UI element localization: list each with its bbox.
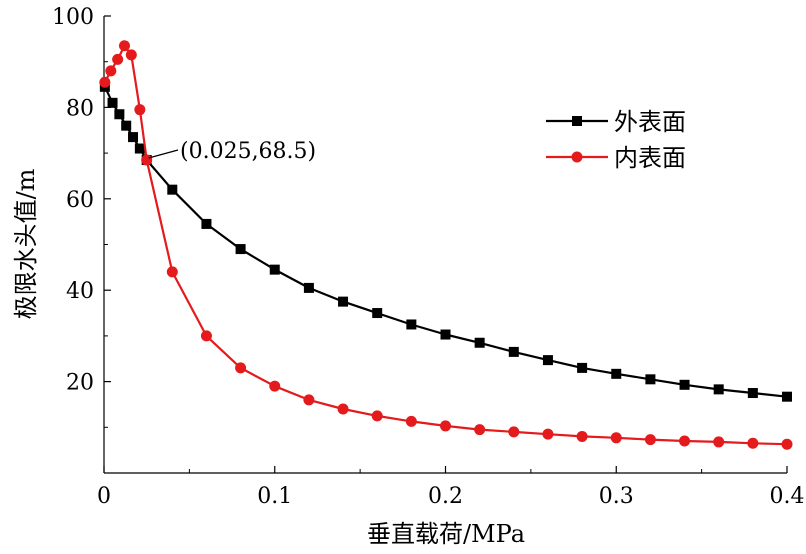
data-point bbox=[125, 49, 137, 61]
data-point bbox=[134, 143, 145, 154]
data-point bbox=[107, 97, 118, 108]
data-point bbox=[269, 264, 280, 275]
y-tick-label: 80 bbox=[66, 96, 94, 121]
data-point bbox=[577, 362, 588, 373]
legend-item-inner: 内表面 bbox=[546, 144, 686, 172]
data-point bbox=[610, 432, 622, 444]
legend-item-outer: 外表面 bbox=[546, 108, 686, 136]
data-point bbox=[440, 329, 451, 340]
data-point bbox=[99, 76, 111, 88]
data-point bbox=[167, 184, 178, 195]
series-line bbox=[103, 44, 788, 446]
y-axis-title: 极限水头值/m bbox=[12, 168, 40, 319]
legend-marker-outer bbox=[572, 116, 582, 126]
series-layer bbox=[99, 40, 793, 450]
data-point bbox=[747, 437, 759, 449]
data-point bbox=[128, 132, 139, 143]
data-point bbox=[405, 415, 417, 427]
data-point bbox=[508, 346, 519, 357]
y-tick-label: 100 bbox=[52, 5, 94, 30]
data-point bbox=[337, 403, 349, 415]
data-point bbox=[235, 362, 247, 374]
data-point bbox=[303, 282, 314, 293]
legend-label-outer: 外表面 bbox=[614, 108, 686, 136]
legend-label-inner: 内表面 bbox=[614, 144, 686, 172]
data-point bbox=[200, 330, 212, 342]
series-inner-surface bbox=[99, 40, 793, 450]
data-point bbox=[679, 379, 690, 390]
data-point bbox=[440, 420, 451, 432]
data-point bbox=[112, 53, 124, 65]
data-point bbox=[679, 435, 691, 447]
series-outer-surface bbox=[99, 81, 792, 402]
data-point bbox=[406, 319, 417, 330]
data-point bbox=[474, 424, 486, 436]
y-axis-ticks: 20 40 60 80 100 bbox=[52, 5, 111, 428]
data-point bbox=[372, 308, 383, 319]
y-tick-label: 40 bbox=[66, 279, 94, 304]
data-point bbox=[235, 244, 246, 255]
data-point bbox=[371, 410, 383, 422]
data-point bbox=[134, 104, 146, 116]
x-tick-label: 0.2 bbox=[428, 484, 463, 509]
data-point bbox=[338, 296, 349, 307]
x-tick-label: 0.4 bbox=[770, 484, 805, 509]
plot-area bbox=[103, 16, 787, 474]
annotation-leader bbox=[148, 149, 179, 159]
data-point bbox=[166, 266, 178, 278]
data-point bbox=[644, 434, 656, 446]
data-point bbox=[121, 120, 132, 131]
legend: 外表面 内表面 bbox=[546, 108, 686, 172]
y-tick-label: 20 bbox=[66, 371, 94, 396]
data-point bbox=[141, 154, 153, 166]
data-point bbox=[645, 374, 656, 385]
data-point bbox=[713, 436, 725, 448]
data-point bbox=[782, 391, 792, 402]
data-point bbox=[542, 355, 553, 366]
data-point bbox=[542, 428, 554, 440]
legend-marker-inner bbox=[571, 151, 583, 163]
data-point bbox=[611, 368, 622, 379]
data-point bbox=[269, 380, 281, 392]
data-point bbox=[105, 65, 117, 77]
annotation-layer: (0.025,68.5) bbox=[148, 139, 316, 164]
data-point bbox=[713, 384, 724, 395]
x-tick-label: 0 bbox=[97, 484, 111, 509]
x-axis-ticks: 0 0.1 0.2 0.3 0.4 bbox=[97, 466, 805, 509]
x-tick-label: 0.1 bbox=[257, 484, 292, 509]
data-point bbox=[201, 218, 212, 229]
data-point bbox=[781, 438, 793, 450]
data-point bbox=[114, 109, 125, 120]
data-point bbox=[576, 430, 588, 442]
data-point bbox=[747, 388, 758, 399]
x-tick-label: 0.3 bbox=[599, 484, 634, 509]
x-axis-title: 垂直载荷/MPa bbox=[367, 520, 525, 548]
data-point bbox=[303, 394, 315, 406]
data-point bbox=[474, 337, 485, 348]
y-tick-label: 60 bbox=[66, 188, 94, 213]
annotation-label: (0.025,68.5) bbox=[180, 139, 316, 164]
data-point bbox=[508, 426, 520, 438]
data-point bbox=[118, 40, 130, 52]
